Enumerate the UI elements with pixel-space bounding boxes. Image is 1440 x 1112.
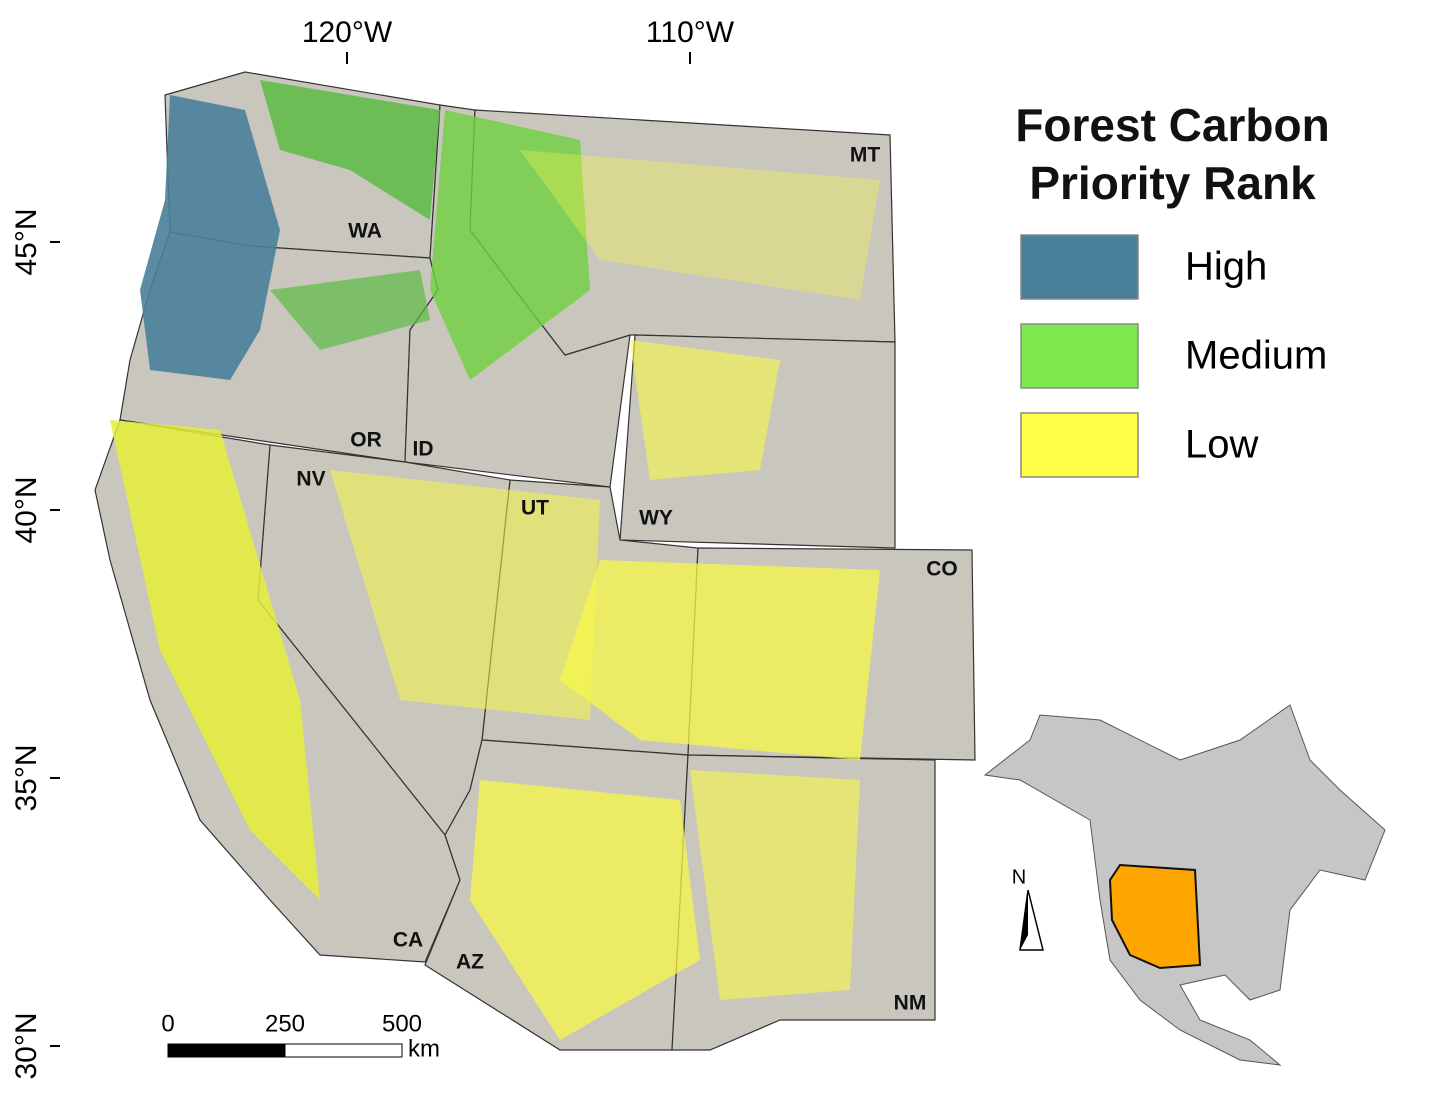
scale-segment (167, 1043, 286, 1058)
legend: High Medium Low (1020, 234, 1327, 478)
medium-area (430, 110, 590, 380)
low-area (630, 340, 780, 480)
state-label: ID (413, 438, 434, 461)
medium-area (270, 270, 430, 350)
lat-label: 40°N (10, 476, 43, 543)
state-label: AZ (456, 951, 484, 974)
high-area (140, 95, 280, 380)
scale-label: 500 (382, 1010, 422, 1037)
low-area (560, 560, 880, 760)
legend-swatch (1020, 412, 1139, 478)
inset-map: N (983, 704, 1386, 1066)
legend-label: Medium (1185, 334, 1327, 378)
legend-swatch (1020, 234, 1139, 300)
study-area (1108, 863, 1202, 970)
lat-label: 30°N (10, 1012, 43, 1079)
state-label: WY (639, 507, 673, 530)
state-label: WA (348, 220, 382, 243)
state-label: NV (296, 468, 325, 491)
low-area (330, 470, 600, 720)
low-area (690, 770, 860, 1000)
legend-label: Low (1185, 423, 1258, 467)
state-label: CA (393, 929, 423, 952)
north-arrow (1020, 890, 1028, 950)
state-label: MT (850, 144, 880, 167)
scale-unit: km (408, 1035, 440, 1062)
north-label: N (1012, 866, 1026, 888)
priority-areas (110, 80, 880, 1040)
state-label: CO (926, 558, 958, 581)
graticule: 120°W 110°W 45°N 40°N 35°N 30°N (10, 16, 735, 1080)
medium-area (260, 80, 440, 220)
low-area (110, 420, 320, 900)
lon-label: 120°W (302, 16, 393, 49)
state-label: NM (894, 992, 927, 1015)
scale-label: 0 (161, 1010, 174, 1037)
lat-label: 45°N (10, 208, 43, 275)
scale-segment (284, 1043, 403, 1058)
legend-label: High (1185, 245, 1267, 289)
lon-label: 110°W (646, 16, 735, 49)
legend-title: Forest Carbon Priority Rank (1015, 99, 1330, 209)
legend-swatch (1020, 323, 1139, 389)
state-label: UT (521, 497, 549, 520)
lat-label: 35°N (10, 744, 43, 811)
scale-label: 250 (265, 1010, 305, 1037)
low-area (520, 150, 880, 300)
state-labels: MT WA OR ID NV UT WY CO CA AZ NM (296, 144, 957, 1015)
low-area (470, 780, 700, 1040)
state-label: OR (350, 429, 382, 452)
